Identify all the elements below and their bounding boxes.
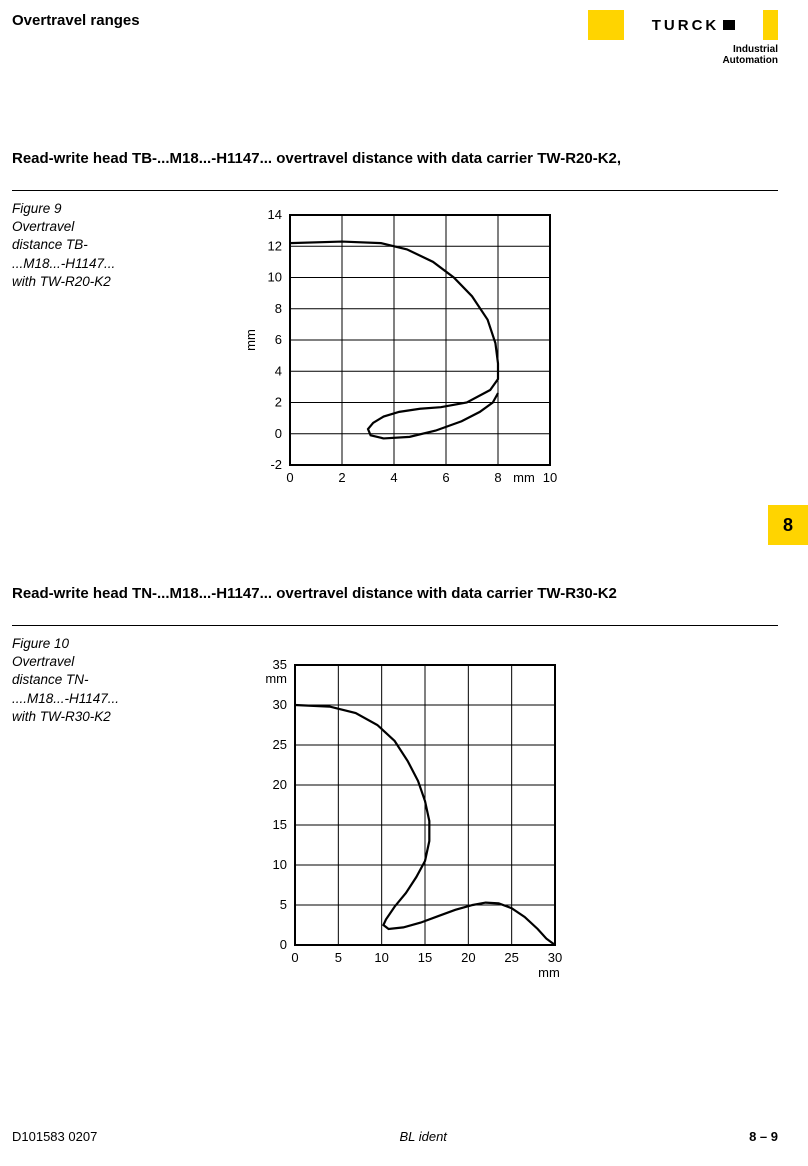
svg-text:2: 2 (338, 470, 345, 485)
section-tab: 8 (768, 505, 808, 545)
svg-text:25: 25 (504, 950, 518, 965)
logo-word: TURCK (652, 17, 720, 34)
svg-text:8: 8 (275, 301, 282, 316)
logo-sub2: Automation (588, 55, 778, 66)
section-heading-2: Read-write head TN-...M18...-H1147... ov… (12, 585, 617, 602)
footer-center: BL ident (399, 1129, 446, 1144)
svg-text:20: 20 (273, 777, 287, 792)
figure10-caption: Figure 10Overtraveldistance TN-....M18..… (12, 635, 182, 726)
section-heading-1: Read-write head TB-...M18...-H1147... ov… (12, 150, 621, 167)
svg-text:mm: mm (265, 671, 287, 686)
footer: D101583 0207 BL ident 8 – 9 (12, 1129, 778, 1144)
svg-text:-2: -2 (270, 457, 282, 472)
chart-2: 051015202530mm05101520253035mm (230, 645, 590, 995)
logo-accent-right (763, 10, 778, 40)
svg-text:30: 30 (273, 697, 287, 712)
divider-1 (12, 190, 778, 191)
svg-text:10: 10 (273, 857, 287, 872)
svg-text:6: 6 (275, 332, 282, 347)
svg-text:12: 12 (268, 238, 282, 253)
svg-text:20: 20 (461, 950, 475, 965)
svg-text:0: 0 (286, 470, 293, 485)
logo-accent-left (588, 10, 624, 40)
svg-text:25: 25 (273, 737, 287, 752)
svg-text:4: 4 (275, 363, 282, 378)
brand-logo: TURCK Industrial Automation (588, 10, 778, 66)
svg-text:5: 5 (280, 897, 287, 912)
chart-1: 0 2 4 6 8 10 mm -2 0 2 4 6 8 10 12 14 mm (230, 195, 590, 520)
svg-text:6: 6 (442, 470, 449, 485)
svg-text:14: 14 (268, 207, 282, 222)
svg-text:mm: mm (538, 965, 560, 980)
svg-text:mm: mm (513, 470, 535, 485)
svg-text:mm: mm (243, 329, 258, 351)
footer-docnum: D101583 0207 (12, 1129, 97, 1144)
svg-text:30: 30 (548, 950, 562, 965)
logo-diamond-icon (723, 20, 735, 30)
page-title: Overtravel ranges (12, 12, 140, 29)
svg-text:10: 10 (543, 470, 557, 485)
svg-text:2: 2 (275, 395, 282, 410)
logo-sub1: Industrial (588, 44, 778, 55)
svg-text:10: 10 (374, 950, 388, 965)
divider-2 (12, 625, 778, 626)
svg-text:8: 8 (494, 470, 501, 485)
svg-text:35: 35 (273, 657, 287, 672)
svg-text:0: 0 (280, 937, 287, 952)
svg-text:5: 5 (335, 950, 342, 965)
svg-text:4: 4 (390, 470, 397, 485)
svg-text:10: 10 (268, 270, 282, 285)
footer-page: 8 – 9 (749, 1129, 778, 1144)
svg-text:15: 15 (273, 817, 287, 832)
svg-text:0: 0 (291, 950, 298, 965)
figure9-caption: Figure 9Overtraveldistance TB-...M18...-… (12, 200, 182, 291)
svg-text:0: 0 (275, 426, 282, 441)
svg-text:15: 15 (418, 950, 432, 965)
